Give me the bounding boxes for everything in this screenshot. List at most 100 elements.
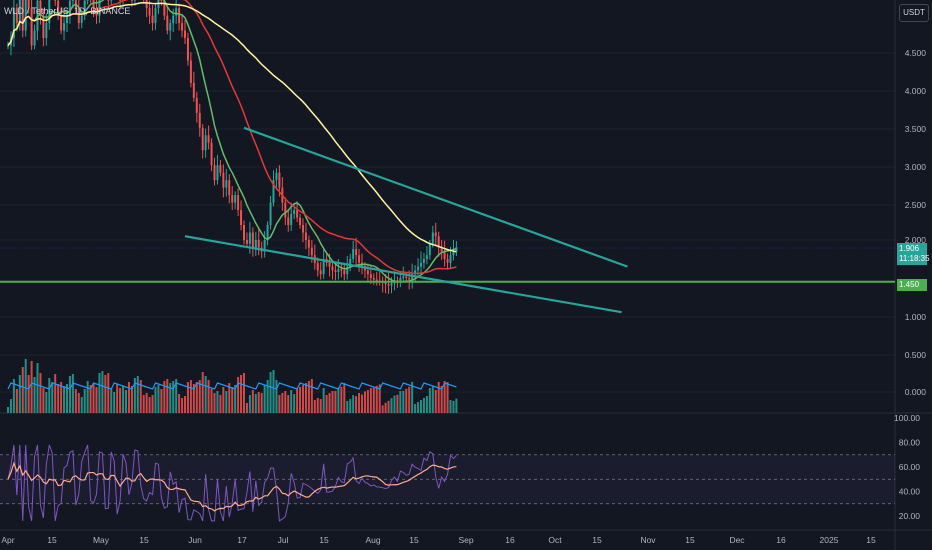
volume-bar bbox=[198, 380, 201, 413]
candle-body bbox=[107, 0, 110, 1]
volume-bar bbox=[228, 383, 231, 413]
candle-body bbox=[86, 0, 89, 1]
time-axis[interactable]: Apr 15 May 15 Jun 17 Jul 15 Aug 15 Sep 16 Oct 15 Nov 15… bbox=[1, 535, 876, 545]
current-price-tag: 1.906 11:18:35 bbox=[897, 243, 930, 265]
volume-bar bbox=[375, 385, 378, 413]
candle-body bbox=[60, 15, 63, 31]
volume-bar bbox=[57, 384, 60, 413]
candle-body bbox=[66, 15, 68, 24]
volume-bar bbox=[414, 404, 417, 413]
volume-bar bbox=[257, 392, 260, 413]
volume-bar bbox=[352, 395, 355, 413]
candle-body bbox=[45, 23, 48, 39]
volume-bar bbox=[361, 394, 363, 413]
volume-bar bbox=[428, 388, 431, 413]
candle-body bbox=[243, 225, 245, 240]
candle-body bbox=[340, 268, 343, 271]
time-tick-label: Jul bbox=[278, 535, 289, 545]
candle-body bbox=[334, 270, 337, 272]
candle-body bbox=[154, 8, 157, 24]
candle-body bbox=[225, 180, 228, 188]
volume-bar bbox=[340, 386, 343, 413]
volume-bar bbox=[446, 382, 449, 413]
volume-bar bbox=[186, 382, 189, 413]
candle-body bbox=[352, 249, 355, 259]
volume-bar bbox=[319, 399, 322, 413]
volume-bar bbox=[263, 385, 266, 413]
candle-body bbox=[15, 8, 18, 24]
candle-body bbox=[148, 8, 151, 16]
candle-body bbox=[222, 172, 225, 188]
candle-body bbox=[210, 142, 213, 166]
volume-bar bbox=[184, 396, 186, 413]
candle-body bbox=[399, 278, 402, 282]
volume-bar bbox=[396, 394, 399, 413]
volume-bar bbox=[83, 389, 86, 413]
volume-bar bbox=[275, 380, 278, 413]
price-axis[interactable]: 4.500 4.000 3.500 3.000 2.500 2.000 1.000 0.500… bbox=[905, 48, 927, 397]
candle-body bbox=[431, 232, 434, 244]
volume-bar bbox=[169, 383, 172, 413]
candle-body bbox=[337, 268, 340, 272]
drawn-lines bbox=[0, 126, 895, 314]
volume-bar bbox=[346, 401, 349, 413]
candle-body bbox=[343, 270, 346, 275]
time-tick-label: 15 bbox=[47, 535, 57, 545]
volume-bar bbox=[178, 394, 181, 413]
rsi-tick-label: 80.00 bbox=[899, 438, 921, 448]
candle-body bbox=[290, 213, 293, 226]
candle-body bbox=[181, 23, 184, 31]
price-tick-label: 2.000 bbox=[905, 235, 927, 245]
time-tick-label: Nov bbox=[640, 535, 656, 545]
volume-bar bbox=[86, 381, 89, 413]
candle-countdown: 11:18:35 bbox=[899, 254, 930, 263]
time-tick-label: 15 bbox=[409, 535, 419, 545]
candle-body bbox=[18, 0, 21, 24]
volume-bar bbox=[349, 399, 352, 413]
volume-bar bbox=[154, 387, 157, 413]
volume-bar bbox=[293, 394, 296, 413]
candle-body bbox=[355, 249, 358, 256]
candle-body bbox=[408, 278, 411, 280]
volume-bar bbox=[225, 391, 228, 413]
candle-body bbox=[63, 23, 66, 31]
candle-body bbox=[39, 0, 42, 16]
candle-body bbox=[207, 135, 210, 143]
candle-body bbox=[449, 255, 452, 263]
candle-body bbox=[446, 259, 449, 263]
candle-body bbox=[12, 8, 15, 39]
volume-bar bbox=[452, 401, 455, 413]
volume-bar bbox=[219, 395, 222, 413]
time-tick-label: 17 bbox=[237, 535, 247, 545]
symbol-legend: WLD / TetherUS, 1D, BINANCE bbox=[4, 6, 131, 16]
volume-bar bbox=[42, 388, 45, 413]
candle-body bbox=[272, 180, 275, 203]
candle-body bbox=[231, 195, 234, 203]
candle-body bbox=[228, 180, 231, 196]
candle-body bbox=[186, 38, 189, 61]
candle-body bbox=[428, 243, 431, 256]
volume-bar bbox=[181, 398, 184, 413]
volume-bar bbox=[163, 381, 166, 413]
candle-body bbox=[234, 195, 237, 203]
current-price: 1.906 bbox=[899, 244, 920, 253]
candle-body bbox=[110, 0, 113, 1]
volume-bar bbox=[195, 382, 198, 413]
time-tick-label: Sep bbox=[458, 535, 473, 545]
volume-bar bbox=[151, 395, 154, 413]
volume-bar bbox=[15, 389, 18, 413]
candle-body bbox=[240, 210, 243, 226]
rsi-tick-label: 100.00 bbox=[894, 413, 920, 423]
volume-bar bbox=[7, 407, 9, 413]
candle-body bbox=[160, 0, 163, 1]
rsi-axis[interactable]: 100.00 80.00 60.00 40.00 20.00 bbox=[894, 413, 920, 521]
volume-bar bbox=[136, 376, 139, 413]
volume-bar bbox=[337, 387, 340, 413]
volume-bar bbox=[234, 385, 237, 413]
candle-body bbox=[269, 202, 272, 226]
candle-body bbox=[375, 279, 378, 282]
candle-body bbox=[284, 202, 287, 218]
candle-body bbox=[145, 0, 148, 9]
candle-body bbox=[245, 240, 248, 244]
currency-selector[interactable]: USDT bbox=[899, 4, 929, 22]
